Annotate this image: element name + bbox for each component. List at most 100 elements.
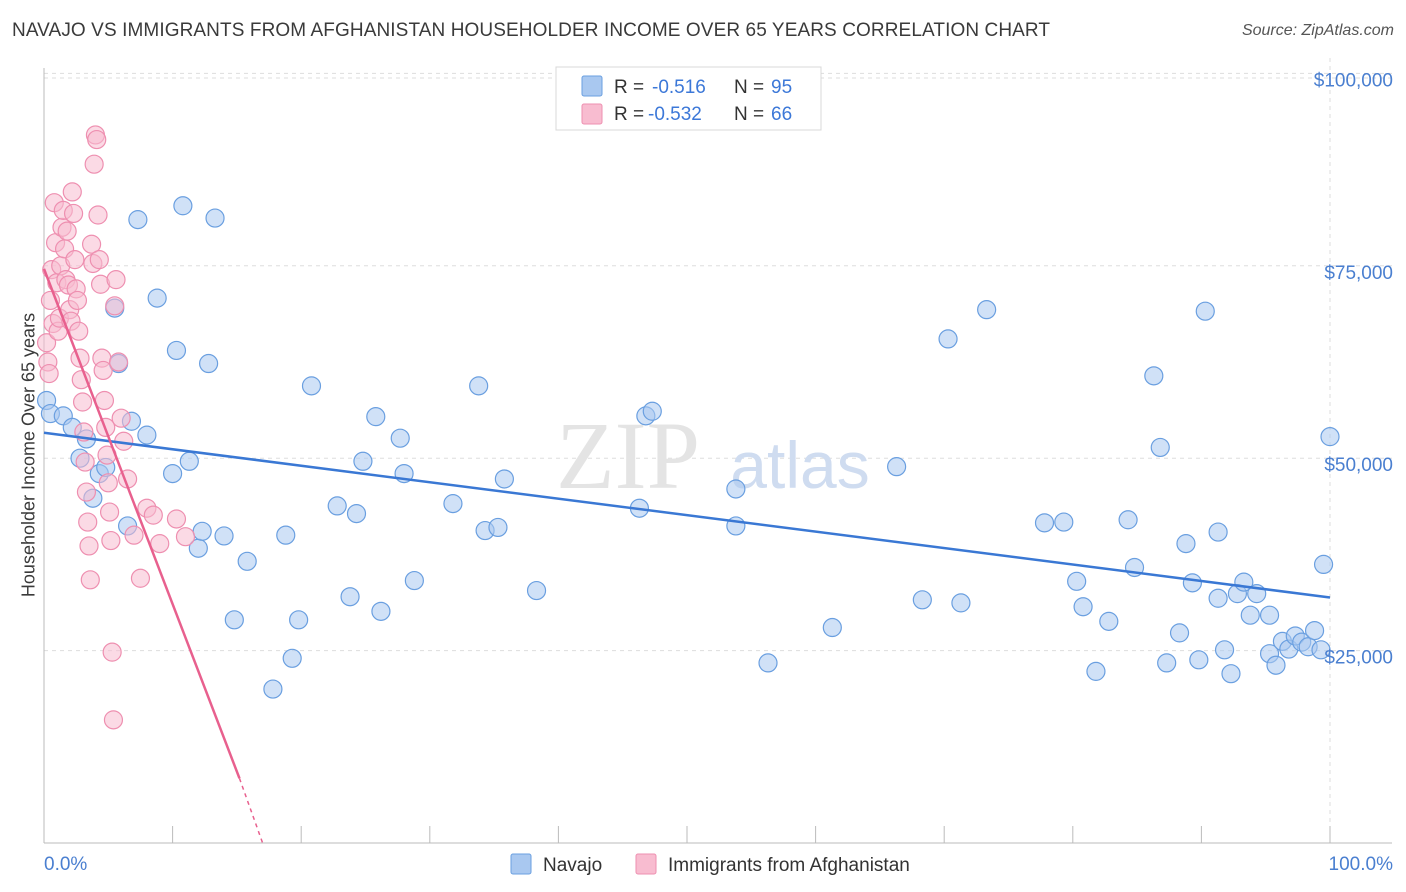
afghanistan-point [143, 505, 163, 525]
afghanistan-point [36, 333, 57, 353]
afghanistan-point [75, 452, 95, 472]
afghanistan-point [103, 710, 124, 730]
legend-n-value-afghanistan: 66 [771, 104, 792, 125]
y-tick-label: $75,000 [1324, 263, 1393, 284]
afghanistan-trendline-extension [238, 778, 264, 844]
navajo-point [340, 587, 360, 607]
navajo-point [179, 451, 199, 471]
navajo-point [1304, 620, 1325, 641]
afghanistan-point [76, 482, 97, 502]
navajo-point [1266, 655, 1286, 675]
chart-title: NAVAJO VS IMMIGRANTS FROM AFGHANISTAN HO… [12, 20, 1051, 41]
navajo-point [1150, 437, 1170, 458]
navajo-point [1182, 573, 1202, 593]
navajo-point [147, 288, 167, 308]
navajo-points [36, 196, 1340, 699]
navajo-point [282, 648, 302, 668]
navajo-point [1086, 661, 1106, 681]
navajo-point [912, 590, 932, 610]
navajo-point [469, 376, 489, 396]
navajo-point [263, 679, 283, 699]
afghanistan-point [111, 408, 131, 428]
navajo-point [199, 353, 219, 374]
afghanistan-trendline [42, 268, 241, 779]
navajo-point [758, 653, 778, 673]
legend-n-label-navajo: N = [734, 77, 764, 98]
afghanistan-point [69, 321, 89, 341]
navajo-point [371, 601, 391, 621]
series-legend-label-afghanistan: Immigrants from Afghanistan [668, 855, 910, 876]
legend-r-label-navajo: R = [614, 77, 644, 98]
afghanistan-point [88, 205, 108, 225]
navajo-point [327, 496, 347, 516]
navajo-point [977, 300, 997, 320]
legend-n-value-navajo: 95 [771, 77, 792, 98]
axes [43, 68, 1392, 844]
trendlines [42, 268, 1331, 844]
watermark-zip: ZIP [556, 402, 700, 509]
navajo-point [1169, 623, 1190, 643]
navajo-point [1099, 611, 1119, 631]
navajo-point [128, 210, 148, 230]
navajo-point [1189, 650, 1209, 670]
y-tick-label: $100,000 [1314, 70, 1393, 91]
navajo-point [1157, 653, 1177, 673]
afghanistan-point [93, 360, 113, 381]
navajo-point [443, 494, 463, 514]
afghanistan-point [130, 568, 151, 588]
navajo-point [887, 457, 907, 477]
legend-r-value-afghanistan: -0.532 [648, 104, 702, 125]
afghanistan-point [108, 352, 129, 372]
afghanistan-point [63, 203, 84, 224]
navajo-point [192, 521, 212, 541]
navajo-point [137, 425, 157, 445]
legend-n-label-afghanistan: N = [734, 104, 764, 125]
navajo-point [1208, 522, 1228, 542]
y-tick-label: $25,000 [1324, 648, 1393, 669]
afghanistan-point [78, 512, 98, 532]
navajo-point [224, 610, 244, 630]
series-legend-swatch-afghanistan [635, 853, 657, 875]
legend-r-label-afghanistan: R = [614, 104, 644, 125]
afghanistan-point [124, 525, 144, 545]
correlation-legend: R = -0.516 N = 95 R = -0.532 N = 66 [555, 66, 822, 131]
afghanistan-point [80, 570, 100, 590]
afghanistan-point [72, 392, 93, 412]
afghanistan-point [106, 270, 126, 290]
series-legend-label-navajo: Navajo [543, 855, 602, 876]
navajo-point [488, 517, 508, 538]
navajo-point [404, 570, 424, 591]
navajo-point [1144, 366, 1164, 386]
navajo-point [366, 407, 386, 427]
chart-source: Source: ZipAtlas.com [1241, 22, 1394, 39]
x-tick-label: 100.0% [1329, 854, 1394, 875]
afghanistan-point [57, 221, 77, 241]
navajo-point [163, 463, 183, 484]
afghanistan-point [62, 182, 82, 202]
navajo-point [1259, 605, 1280, 625]
navajo-point [390, 428, 410, 448]
afghanistan-point [150, 534, 170, 554]
legend-swatch-afghanistan [581, 103, 603, 125]
navajo-point [1208, 588, 1228, 608]
navajo-point [353, 451, 373, 471]
navajo-point [938, 329, 958, 349]
navajo-point [289, 610, 309, 630]
watermark: ZIP atlas [556, 402, 870, 509]
navajo-point [1240, 605, 1260, 625]
y-tick-labels: $25,000 $50,000 $75,000 $100,000 [1314, 70, 1393, 668]
navajo-point [494, 469, 514, 489]
watermark-atlas: atlas [730, 428, 869, 502]
navajo-point [1073, 597, 1093, 617]
afghanistan-point [65, 250, 85, 270]
navajo-point [1195, 301, 1215, 321]
navajo-point [1311, 640, 1331, 660]
x-tick-label: 0.0% [44, 854, 87, 875]
afghanistan-point [79, 536, 99, 556]
navajo-point [301, 376, 322, 396]
navajo-point [237, 551, 257, 571]
navajo-point [1214, 640, 1235, 660]
afghanistan-point [99, 502, 120, 522]
afghanistan-point [102, 642, 122, 662]
afghanistan-point [105, 296, 125, 316]
